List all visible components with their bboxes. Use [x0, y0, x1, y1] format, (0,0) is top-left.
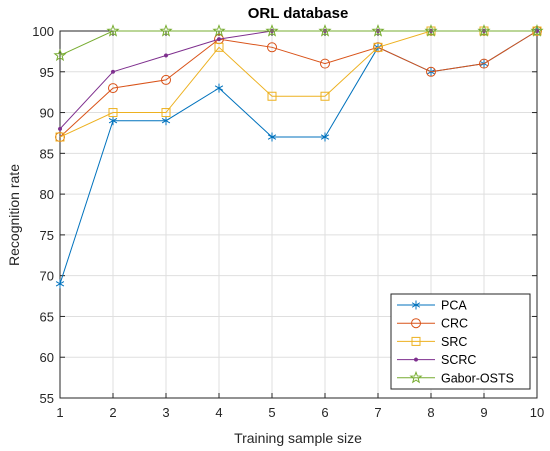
data-point [424, 24, 438, 37]
data-point [216, 37, 222, 42]
legend-entry: CRC [397, 317, 468, 331]
data-point [479, 58, 489, 69]
data-point [371, 24, 385, 37]
data-point [267, 42, 277, 53]
legend-label: CRC [441, 317, 468, 331]
data-point [411, 336, 421, 346]
plot-area: 1 2 3 4 5 6 7 8 9 10 55 60 65 70 75 80 85 90 95 100 [32, 24, 544, 420]
data-point [267, 132, 277, 142]
data-point [373, 42, 383, 52]
x-tick-label: 9 [480, 405, 487, 420]
asterisk-stroke [214, 85, 224, 91]
x-tick-label: 4 [215, 405, 222, 420]
data-point [530, 24, 544, 37]
y-tick-label: 55 [40, 391, 54, 406]
legend-label: SCRC [441, 353, 476, 367]
data-point [320, 91, 330, 101]
legend-entry: SCRC [397, 353, 476, 367]
y-tick-label: 100 [32, 24, 54, 39]
data-point [265, 24, 279, 37]
asterisk-stroke [267, 134, 277, 140]
legend-entry: Gabor-OSTS [397, 370, 514, 385]
y-tick-label: 85 [40, 146, 54, 161]
asterisk-stroke [161, 118, 171, 124]
series-line [59, 30, 538, 138]
legend-label: SRC [441, 335, 467, 349]
x-tick-label: 3 [162, 405, 169, 420]
y-tick-label: 60 [40, 350, 54, 365]
x-tick-label: 2 [109, 405, 116, 420]
data-point [161, 108, 171, 118]
data-point [106, 24, 120, 37]
y-tick-label: 70 [40, 269, 54, 284]
data-point [108, 108, 118, 118]
data-point [413, 357, 419, 362]
x-tick-label: 7 [374, 405, 381, 420]
data-point [320, 132, 330, 142]
legend-label: PCA [441, 299, 467, 313]
data-point [214, 83, 224, 93]
data-point [212, 24, 226, 37]
data-point [110, 69, 116, 74]
data-point [411, 300, 421, 310]
data-point [267, 91, 277, 101]
y-tick-label: 65 [40, 309, 54, 324]
data-point [320, 58, 330, 69]
x-tick-label: 5 [268, 405, 275, 420]
chart-title: ORL database [248, 5, 349, 22]
data-point [159, 24, 173, 37]
x-axis-label: Training sample size [234, 430, 362, 446]
series-line [59, 30, 537, 56]
data-point [108, 116, 118, 126]
legend: PCA CRC SRC SCRC Gabor-OSTS [390, 293, 531, 390]
data-point [477, 24, 491, 37]
data-point [108, 83, 118, 94]
y-tick-label: 95 [40, 65, 54, 80]
asterisk-stroke [411, 302, 421, 308]
series-gabor-osts [53, 24, 544, 62]
x-tick-label: 8 [427, 405, 434, 420]
data-point [409, 370, 423, 384]
data-point [163, 53, 169, 58]
asterisk-stroke [108, 118, 118, 124]
y-tick-label: 80 [40, 187, 54, 202]
y-tick-label: 75 [40, 228, 54, 243]
legend-label: Gabor-OSTS [441, 371, 514, 385]
y-tick-label: 90 [40, 106, 54, 121]
data-point [214, 42, 224, 52]
data-point [57, 126, 63, 131]
data-point [318, 24, 332, 37]
data-point [161, 74, 171, 85]
asterisk-stroke [320, 134, 330, 140]
x-tick-label: 10 [530, 405, 544, 420]
data-point [411, 318, 421, 329]
data-point [426, 66, 436, 77]
data-point [55, 279, 65, 289]
y-axis-label: Recognition rate [6, 164, 22, 266]
legend-entry: PCA [397, 299, 467, 313]
x-tick-label: 1 [56, 405, 63, 420]
x-tick-label: 6 [321, 405, 328, 420]
data-point [55, 132, 65, 142]
legend-entry: SRC [397, 335, 467, 349]
data-point [161, 116, 171, 126]
data-point [53, 48, 67, 62]
asterisk-stroke [55, 281, 65, 287]
